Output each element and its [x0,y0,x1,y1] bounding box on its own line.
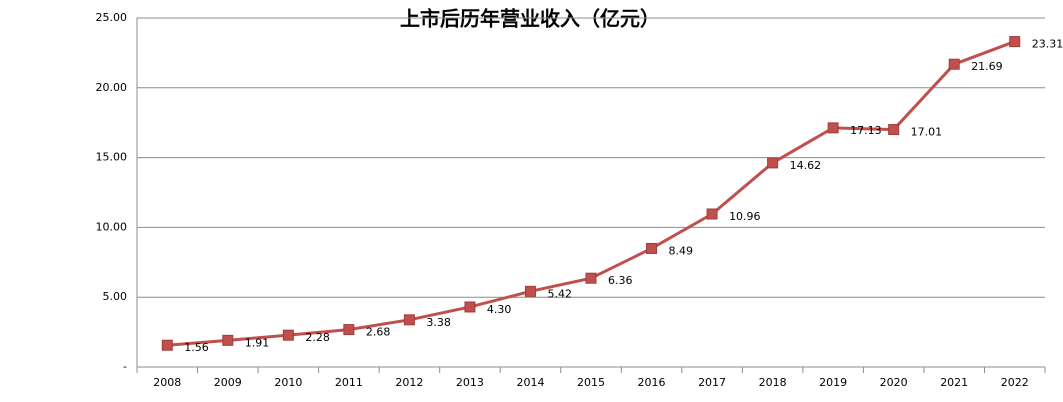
x-tick-label: 2011 [335,376,363,389]
data-label: 4.30 [487,303,512,316]
marker [464,301,476,313]
data-label: 1.56 [184,341,209,354]
marker [282,329,294,341]
marker [524,285,536,297]
x-tick-label: 2017 [698,376,726,389]
x-tick-label: 2010 [274,376,302,389]
data-label: 1.91 [245,336,269,349]
y-tick-label: - [123,360,127,373]
x-tick-label: 2022 [1001,376,1029,389]
data-label: 17.01 [911,126,943,139]
marker [161,339,173,351]
x-tick-label: 2013 [456,376,484,389]
marker [1009,36,1021,48]
x-tick-label: 2018 [759,376,787,389]
data-label: 23.31 [1032,38,1063,51]
data-label: 2.68 [366,326,391,339]
marker [403,314,415,326]
marker [585,272,597,284]
marker [888,124,900,136]
x-tick-label: 2008 [153,376,181,389]
data-label: 6.36 [608,274,633,287]
x-tick-label: 2020 [880,376,908,389]
x-tick-label: 2019 [819,376,847,389]
y-tick-label: 10.00 [96,220,128,233]
data-label: 17.13 [850,124,882,137]
x-tick-label: 2012 [395,376,423,389]
x-tick-label: 2021 [940,376,968,389]
x-tick-label: 2015 [577,376,605,389]
y-tick-label: 20.00 [96,81,128,94]
marker [767,157,779,169]
marker [706,208,718,220]
y-tick-label: 25.00 [96,11,128,24]
series-line [167,40,1016,347]
data-label: 3.38 [426,316,451,329]
marker [343,324,355,336]
marker [948,58,960,70]
data-label: 2.28 [305,331,330,344]
data-label: 8.49 [669,244,694,257]
y-tick-label: 15.00 [96,151,128,164]
y-tick-label: 5.00 [103,290,128,303]
data-label: 5.42 [547,287,572,300]
data-label: 10.96 [729,210,761,223]
marker [646,242,658,254]
marker [222,334,234,346]
data-label: 21.69 [971,60,1003,73]
x-tick-label: 2016 [638,376,666,389]
data-label: 14.62 [790,159,822,172]
x-tick-label: 2009 [214,376,242,389]
x-tick-label: 2014 [516,376,544,389]
marker [827,122,839,134]
